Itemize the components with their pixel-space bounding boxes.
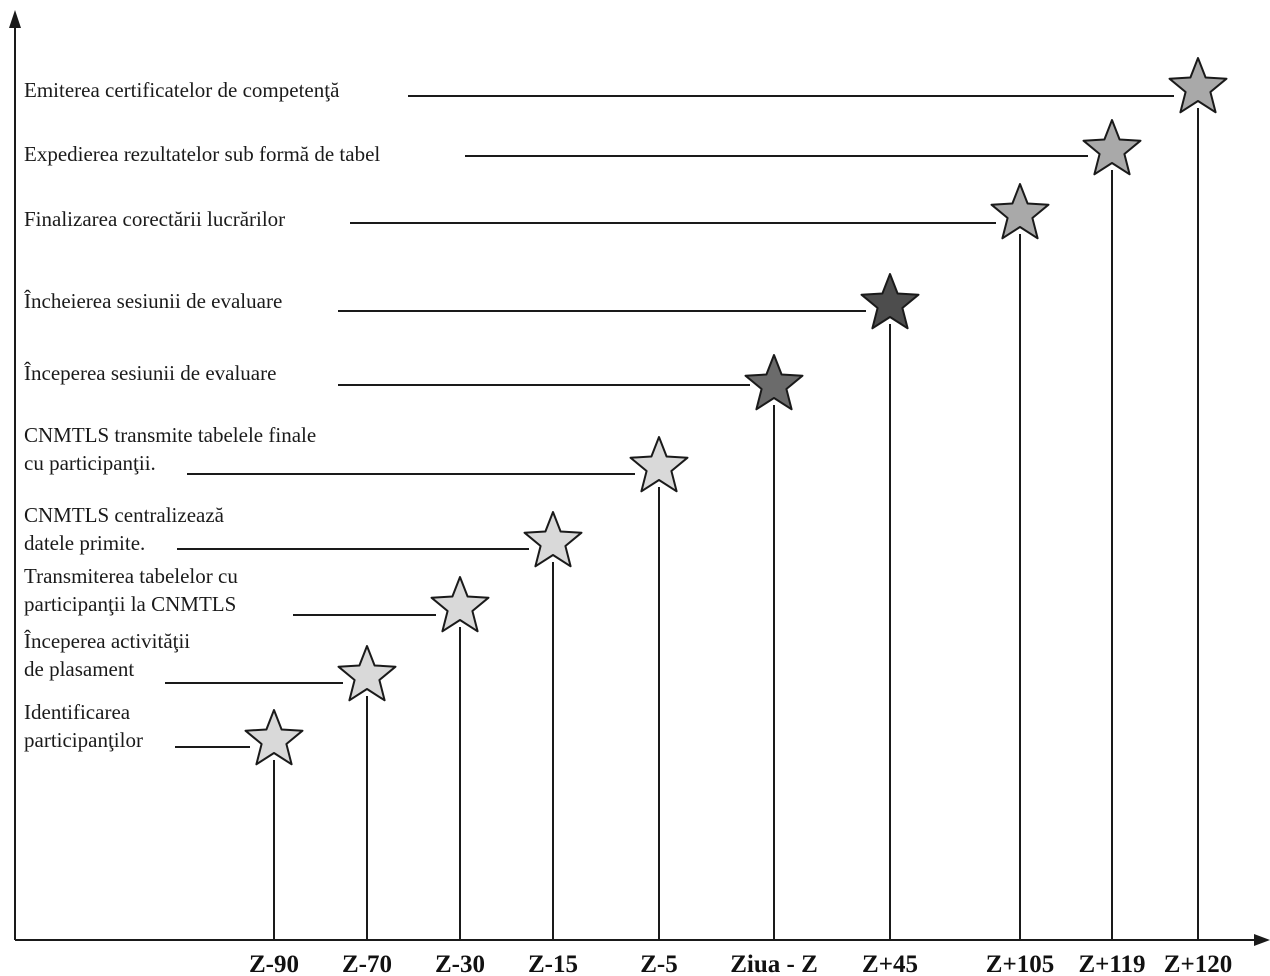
milestone-label: Emiterea certificatelor de competenţă [24,78,340,102]
star-icon [430,576,490,633]
milestone-6: Începerea sesiunii de evaluare Ziua - Z [24,354,818,976]
milestone-label: CNMTLS centralizează [24,503,225,527]
axis-tick-label: Z-30 [435,951,485,976]
milestone-label: Încheierea sesiunii de evaluare [24,289,282,313]
milestone-label: Transmiterea tabelelor cu [24,564,238,588]
star-icon [860,273,920,330]
x-axis-arrow-icon [1254,934,1270,946]
milestone-label: Începerea activităţii [24,629,190,653]
milestone-4: CNMTLS centralizează datele primite. Z-15 [24,503,583,976]
axis-tick-label: Z+119 [1078,951,1145,976]
axis-tick-label: Z+105 [986,951,1054,976]
milestone-9: Expedierea rezultatelor sub formă de tab… [24,119,1146,976]
milestone-8: Finalizarea corectării lucrărilor Z+105 [24,183,1054,976]
star-icon [990,183,1050,240]
star-icon [629,436,689,493]
axis-tick-label: Z+45 [862,951,918,976]
milestone-2: Începerea activităţii de plasament Z-70 [24,629,397,976]
axis-tick-label: Z-90 [249,951,299,976]
star-icon [523,511,583,568]
star-icon [1082,119,1142,176]
axis-tick-label: Ziua - Z [730,951,818,976]
milestone-5: CNMTLS transmite tabelele finale cu parti… [24,423,689,976]
axis-tick-label: Z-5 [640,951,678,976]
milestone-label: participanţii la CNMTLS [24,592,236,616]
milestone-label: de plasament [24,657,134,681]
milestone-label: Finalizarea corectării lucrărilor [24,207,285,231]
milestone-label: CNMTLS transmite tabelele finale [24,423,316,447]
axis-tick-label: Z-15 [528,951,578,976]
axis-tick-label: Z-70 [342,951,392,976]
y-axis-arrow-icon [9,10,21,28]
star-icon [244,709,304,766]
milestone-10: Emiterea certificatelor de competenţă Z+1… [24,57,1232,976]
milestone-1: Identificarea participanţilor Z-90 [24,700,304,976]
star-icon [337,645,397,702]
star-icon [1168,57,1228,114]
milestone-3: Transmiterea tabelelor cu participanţii l… [24,564,490,976]
milestone-label: Expedierea rezultatelor sub formă de tab… [24,142,380,166]
milestone-label: datele primite. [24,531,145,555]
milestone-label: cu participanţii. [24,451,156,475]
milestone-7: Încheierea sesiunii de evaluare Z+45 [24,273,920,976]
milestone-label: Începerea sesiunii de evaluare [24,361,276,385]
axis-tick-label: Z+120 [1164,951,1232,976]
milestone-label: Identificarea [24,700,131,724]
star-icon [744,354,804,411]
milestone-label: participanţilor [24,728,143,752]
